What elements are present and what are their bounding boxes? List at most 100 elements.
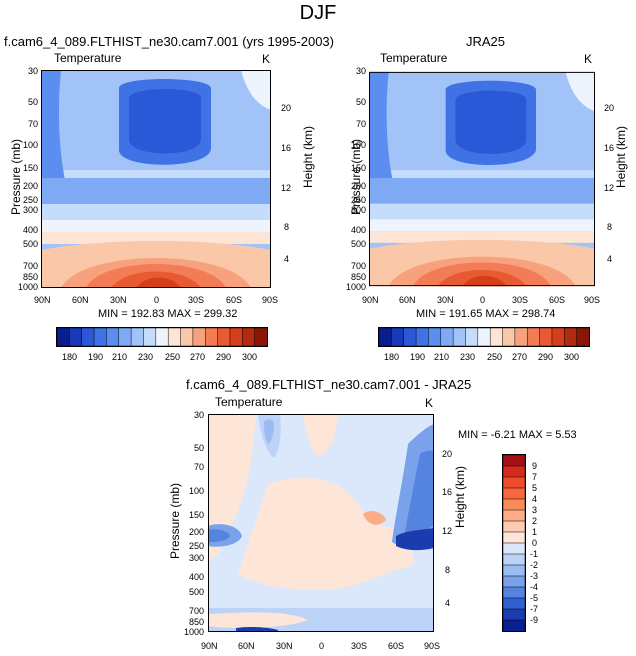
colorbar-label: 4 xyxy=(532,494,538,504)
colorbar-swatch xyxy=(502,509,526,522)
tropo-band-7 xyxy=(462,275,507,287)
tick-label: 60N xyxy=(72,295,89,305)
left-axis-label: Pressure (mb) xyxy=(168,483,182,560)
tick-label: 400 xyxy=(22,225,38,235)
tick-label: 60N xyxy=(238,641,255,651)
colorbar-label: 230 xyxy=(460,352,476,362)
tick-label: 500 xyxy=(350,239,366,249)
temp-band-polar-north xyxy=(41,70,65,200)
colorbar-swatch xyxy=(526,327,541,347)
colorbar-swatch xyxy=(489,327,504,347)
colorbar-swatch xyxy=(254,327,268,347)
colorbar-swatch xyxy=(391,327,405,347)
colorbar-swatch xyxy=(502,520,526,533)
tick-label: 20 xyxy=(442,449,453,459)
colorbar-swatch xyxy=(143,327,157,347)
colorbar-label: 230 xyxy=(138,352,154,362)
tick-label: 100 xyxy=(350,140,366,150)
colorbar-label: -9 xyxy=(530,615,539,625)
tick-label: 60N xyxy=(399,295,416,305)
colorbar-label: -4 xyxy=(530,582,539,592)
colorbar-swatch xyxy=(440,327,454,347)
variable-label: Temperature xyxy=(54,51,122,65)
colorbar-swatch xyxy=(539,327,553,347)
tropo-band-7 xyxy=(136,277,181,288)
colorbar-difference xyxy=(502,454,526,632)
tick-label: 4 xyxy=(607,254,613,264)
tropo-band-2 xyxy=(369,231,595,243)
colorbar-absolute-1 xyxy=(56,327,268,347)
units-label: K xyxy=(584,52,593,66)
tick-label: 12 xyxy=(281,183,292,193)
tropo-band-1 xyxy=(369,219,595,232)
tick-label: 200 xyxy=(350,181,366,191)
colorbar-swatch xyxy=(167,327,182,347)
colorbar-swatch xyxy=(514,327,528,347)
right-axis-label: Height (km) xyxy=(614,126,628,189)
colorbar-swatch xyxy=(229,327,244,347)
colorbar-label: 5 xyxy=(532,483,538,493)
tick-label: 60S xyxy=(388,641,405,651)
colorbar-swatch xyxy=(564,327,578,347)
variable-label: Temperature xyxy=(380,51,448,65)
colorbar-label: -7 xyxy=(530,604,539,614)
panel-title: f.cam6_4_089.FLTHIST_ne30.cam7.001 - JRA… xyxy=(186,377,472,392)
tick-label: 50 xyxy=(355,97,366,107)
tropo-band-2 xyxy=(41,232,271,244)
contour-plot-obs xyxy=(369,71,595,287)
tick-label: 250 xyxy=(22,195,38,205)
colorbar-label: 270 xyxy=(512,352,528,362)
tropo-band-1 xyxy=(41,220,271,232)
tick-label: 8 xyxy=(607,222,613,232)
colorbar-label: 7 xyxy=(532,472,538,482)
colorbar-label: 300 xyxy=(564,352,580,362)
colorbar-label: 190 xyxy=(88,352,104,362)
tick-label: 30N xyxy=(110,295,127,305)
colorbar-swatch xyxy=(415,327,430,347)
colorbar-label: 0 xyxy=(532,538,538,548)
tick-label: 1000 xyxy=(183,627,204,637)
colorbar-swatch xyxy=(502,476,526,489)
tick-label: 70 xyxy=(27,119,38,129)
colorbar-swatch xyxy=(403,327,417,347)
tick-label: 20 xyxy=(281,103,292,113)
tick-label: 500 xyxy=(188,587,204,597)
right-axis-label: Height (km) xyxy=(301,126,315,189)
temp-band-polar-north xyxy=(369,71,393,200)
colorbar-swatch xyxy=(502,564,526,577)
tick-label: 100 xyxy=(188,486,204,496)
colorbar-swatch xyxy=(502,597,526,610)
colorbar-label: 290 xyxy=(216,352,232,362)
tick-label: 700 xyxy=(350,261,366,271)
colorbar-swatch xyxy=(576,327,590,347)
tick-label: 90N xyxy=(34,295,51,305)
tick-label: 8 xyxy=(284,222,290,232)
tick-label: 200 xyxy=(188,527,204,537)
tick-label: 150 xyxy=(350,163,366,173)
tick-label: 90N xyxy=(201,641,218,651)
right-axis-label: Height (km) xyxy=(453,466,467,529)
colorbar-swatch xyxy=(477,327,491,347)
tick-label: 150 xyxy=(22,163,38,173)
tick-label: 30N xyxy=(276,641,293,651)
tick-label: 30 xyxy=(27,66,38,76)
panel-title: f.cam6_4_089.FLTHIST_ne30.cam7.001 (yrs … xyxy=(4,34,334,49)
colorbar-label: -1 xyxy=(530,549,539,559)
tick-label: 70 xyxy=(193,462,204,472)
colorbar-swatch xyxy=(204,327,219,347)
min-max-stats: MIN = -6.21 MAX = 5.53 xyxy=(458,429,577,441)
colorbar-swatch xyxy=(502,487,526,500)
tick-label: 90S xyxy=(584,295,601,305)
units-label: K xyxy=(425,396,434,410)
colorbar-label: 2 xyxy=(532,516,538,526)
min-max-stats: MIN = 191.65 MAX = 298.74 xyxy=(416,308,556,320)
tick-label: 12 xyxy=(604,183,615,193)
colorbar-swatch xyxy=(217,327,231,347)
colorbar-swatch xyxy=(551,327,566,347)
colorbar-swatch xyxy=(93,327,108,347)
tick-label: 30N xyxy=(437,295,454,305)
tick-label: 300 xyxy=(350,205,366,215)
tick-label: 400 xyxy=(350,225,366,235)
colorbar-swatch xyxy=(452,327,467,347)
tick-label: 1000 xyxy=(17,282,38,292)
